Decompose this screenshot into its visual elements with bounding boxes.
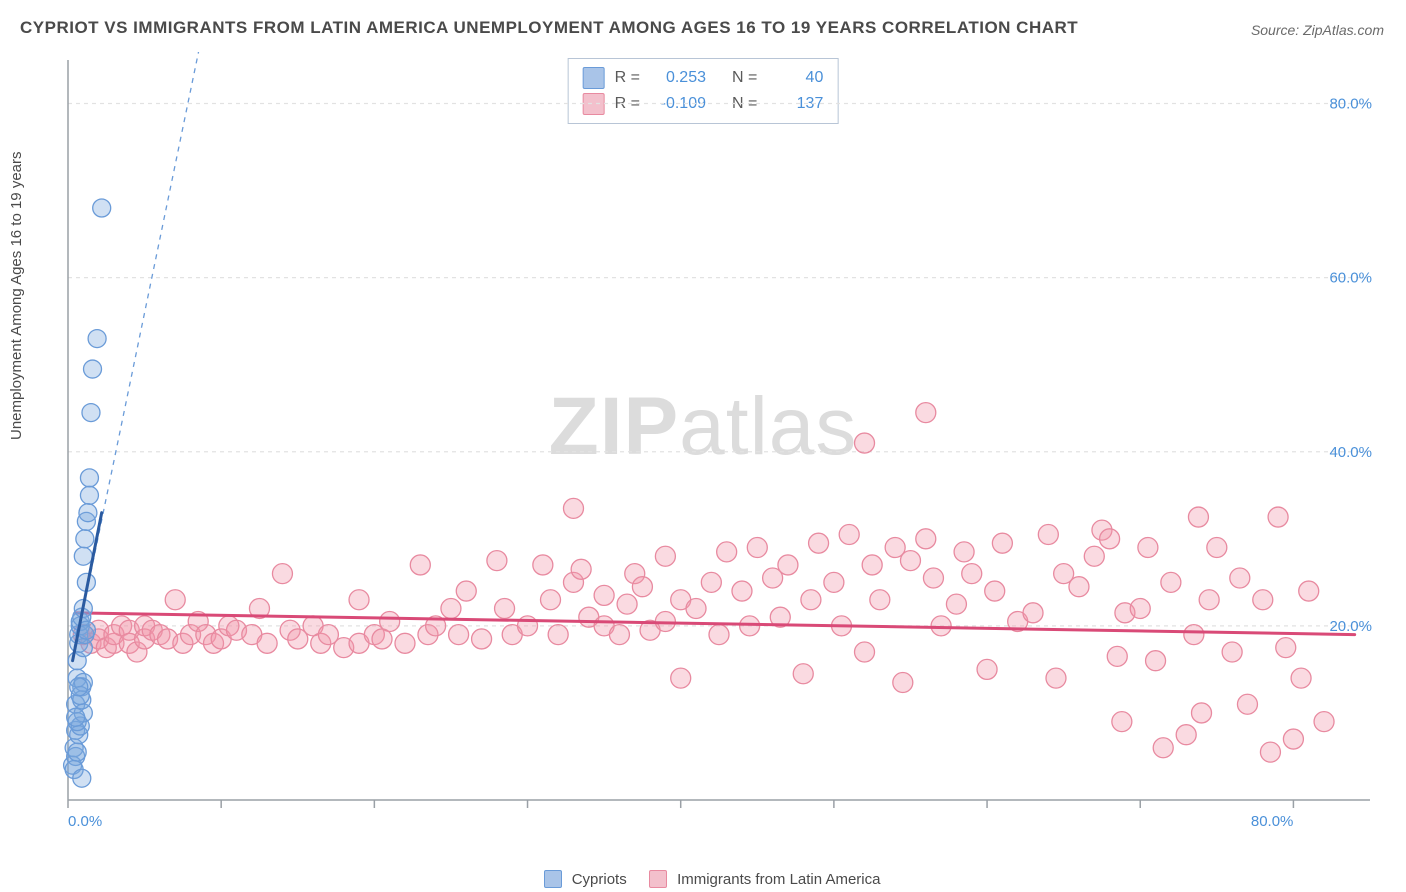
svg-text:80.0%: 80.0%: [1251, 813, 1294, 830]
bottom-legend: Cypriots Immigrants from Latin America: [0, 870, 1406, 888]
y-axis-label: Unemployment Among Ages 16 to 19 years: [8, 151, 25, 440]
chart-area: 0.0% 80.0% 20.0% 40.0% 60.0% 80.0%: [50, 52, 1390, 832]
swatch-icon: [649, 870, 667, 888]
legend-label-cypriots: Cypriots: [572, 871, 627, 888]
svg-text:60.0%: 60.0%: [1329, 270, 1372, 287]
svg-text:20.0%: 20.0%: [1329, 618, 1372, 635]
chart-title: CYPRIOT VS IMMIGRANTS FROM LATIN AMERICA…: [20, 18, 1078, 38]
svg-text:40.0%: 40.0%: [1329, 444, 1372, 461]
swatch-icon: [544, 870, 562, 888]
scatter-plot: 0.0% 80.0% 20.0% 40.0% 60.0% 80.0%: [50, 52, 1390, 832]
legend-label-latin: Immigrants from Latin America: [677, 871, 880, 888]
svg-text:80.0%: 80.0%: [1329, 96, 1372, 113]
svg-text:0.0%: 0.0%: [68, 813, 102, 830]
source-label: Source: ZipAtlas.com: [1251, 22, 1384, 38]
